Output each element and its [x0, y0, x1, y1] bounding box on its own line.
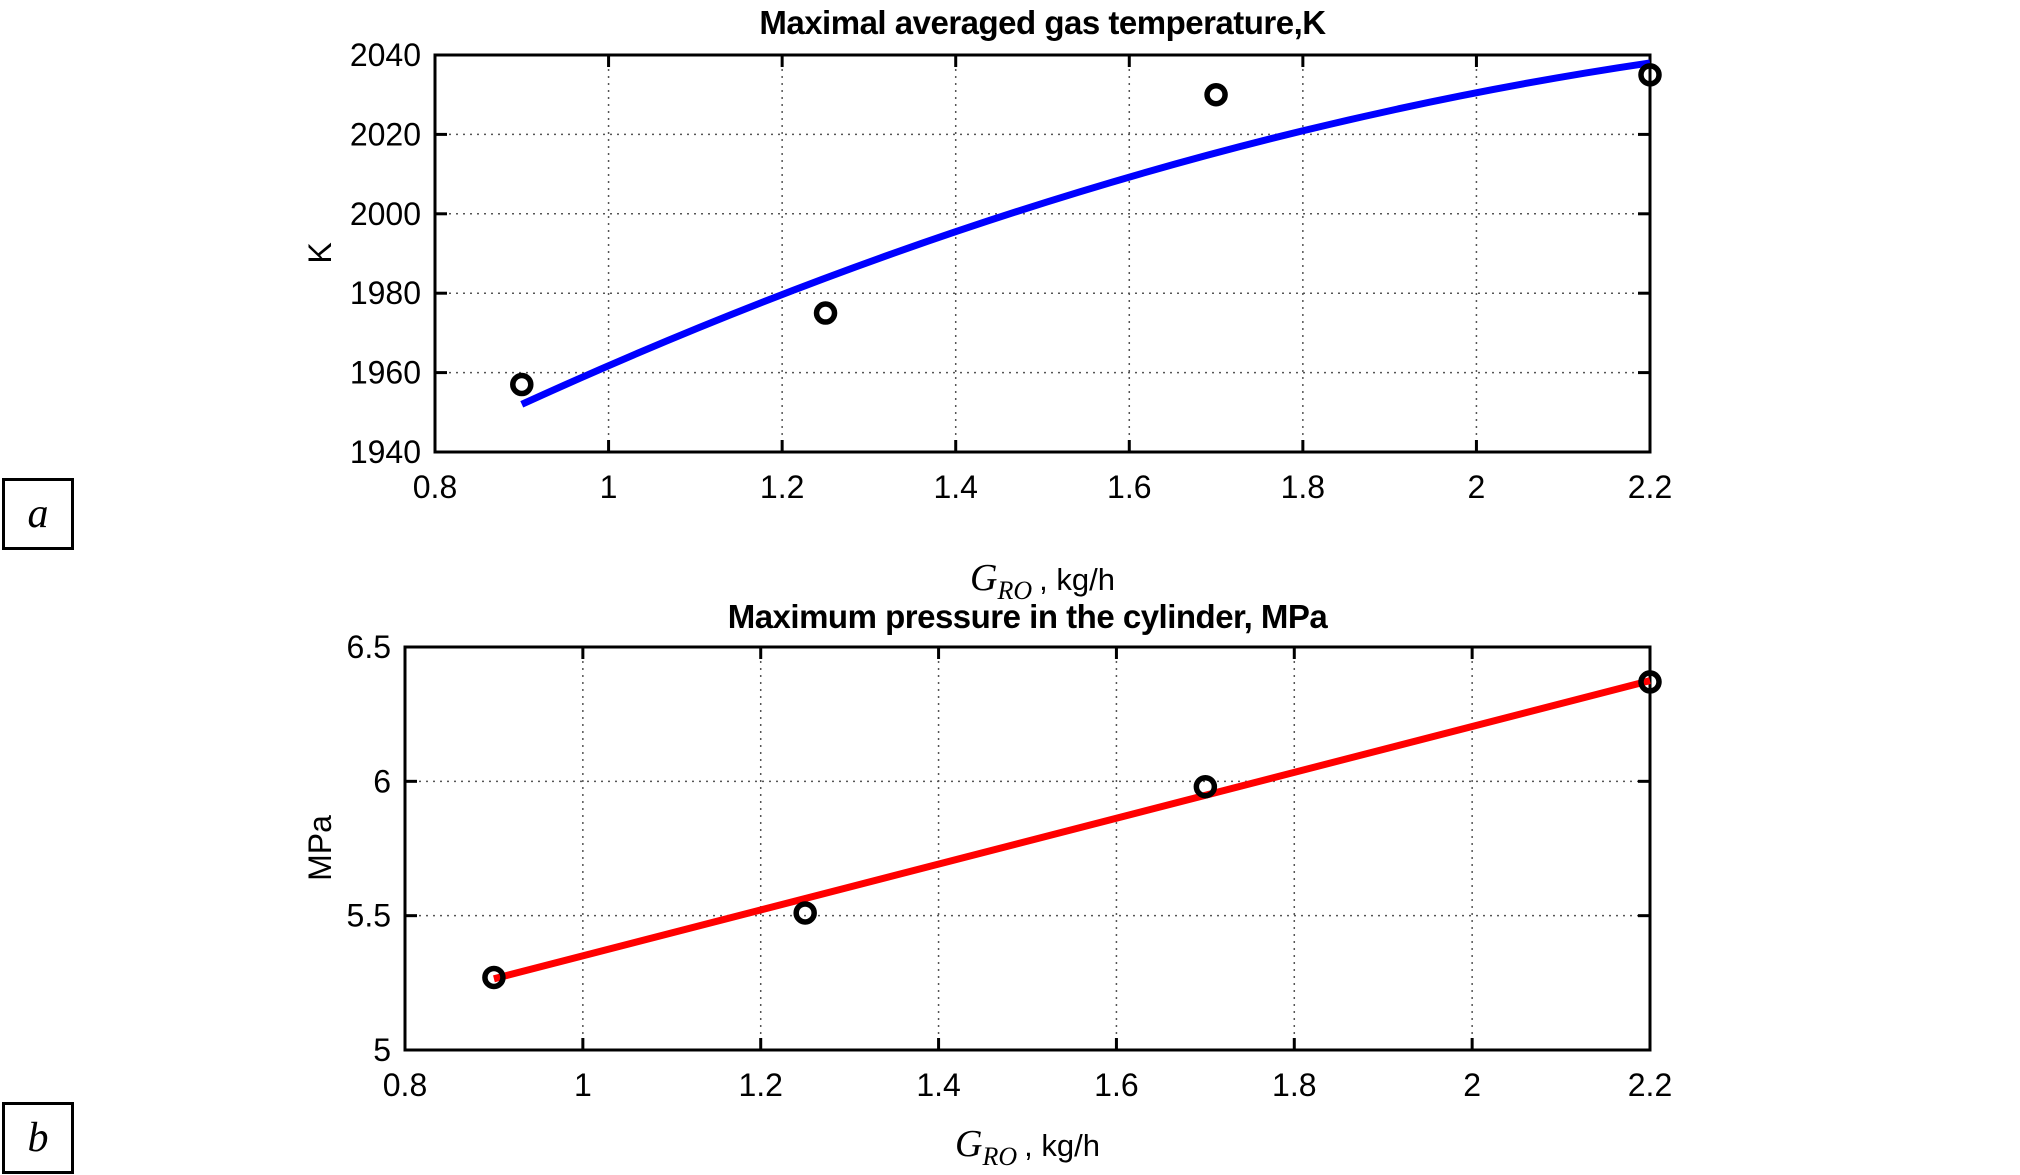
panel-label-a: a [2, 478, 74, 550]
x-tick-label: 1 [574, 1067, 592, 1103]
series-line [493, 677, 1651, 983]
x-label-symbol: G [955, 1123, 983, 1165]
x-tick-label: 1 [600, 469, 618, 505]
data-point-marker [793, 901, 817, 925]
x-tick-label: 1.6 [1094, 1067, 1138, 1103]
plot-area-temperature: 0.8 1 1.2 1.4 1.6 1.8 2 2.2 1940 1960 1980 2000 2020… [350, 37, 1672, 505]
x-tick-label: 0.8 [383, 1067, 427, 1103]
data-point-marker [1204, 82, 1228, 107]
y-tick-label: 6.5 [347, 629, 391, 665]
x-label-units: , kg/h [1024, 1128, 1100, 1163]
x-tick-label: 1.6 [1107, 469, 1151, 505]
y-tick-label: 1960 [350, 355, 421, 391]
panel-label-b: b [2, 1102, 74, 1174]
x-label-symbol: G [970, 557, 998, 599]
x-axis-label: GRO, kg/h [405, 1122, 1650, 1172]
data-point-marker [1638, 670, 1662, 694]
x-tick-label: 2.2 [1628, 469, 1672, 505]
plot-area-pressure: 0.8 1 1.2 1.4 1.6 1.8 2 2.2 5 5.5 6 6.5 [347, 629, 1673, 1103]
y-tick-label: 5 [373, 1032, 391, 1068]
data-point-marker [1638, 63, 1662, 87]
y-tick-label: 1980 [350, 275, 421, 311]
data-point-marker [1193, 774, 1218, 799]
x-label-units: , kg/h [1039, 562, 1115, 597]
chart-title: Maximal averaged gas temperature,K [759, 4, 1326, 41]
x-label-subscript: RO [982, 1142, 1018, 1171]
x-tick-label: 1.8 [1272, 1067, 1316, 1103]
x-tick-label: 1.8 [1281, 469, 1325, 505]
data-point-marker [482, 965, 506, 990]
axes-border [433, 53, 1652, 454]
x-axis-label: GRO, kg/h [435, 556, 1650, 606]
y-tick-label: 6 [373, 763, 391, 799]
x-tick-label: 2 [1468, 469, 1486, 505]
data-point-marker [510, 372, 534, 397]
x-tick-label: 1.2 [760, 469, 804, 505]
data-point-marker [813, 301, 838, 325]
axes-border [403, 645, 1652, 1052]
x-tick-label: 0.8 [413, 469, 457, 505]
y-tick-label: 2040 [350, 37, 421, 73]
x-tick-label: 2 [1463, 1067, 1481, 1103]
chart-title: Maximum pressure in the cylinder, MPa [727, 598, 1328, 635]
x-label-subscript: RO [997, 576, 1033, 605]
x-tick-label: 1.2 [738, 1067, 782, 1103]
y-tick-label: 1940 [350, 434, 421, 470]
x-tick-label: 2.2 [1628, 1067, 1672, 1103]
series-line [520, 59, 1651, 408]
x-tick-label: 1.4 [916, 1067, 960, 1103]
y-tick-label: 5.5 [347, 898, 391, 934]
y-tick-label: 2020 [350, 116, 421, 152]
x-tick-label: 1.4 [933, 469, 977, 505]
y-tick-label: 2000 [350, 196, 421, 232]
